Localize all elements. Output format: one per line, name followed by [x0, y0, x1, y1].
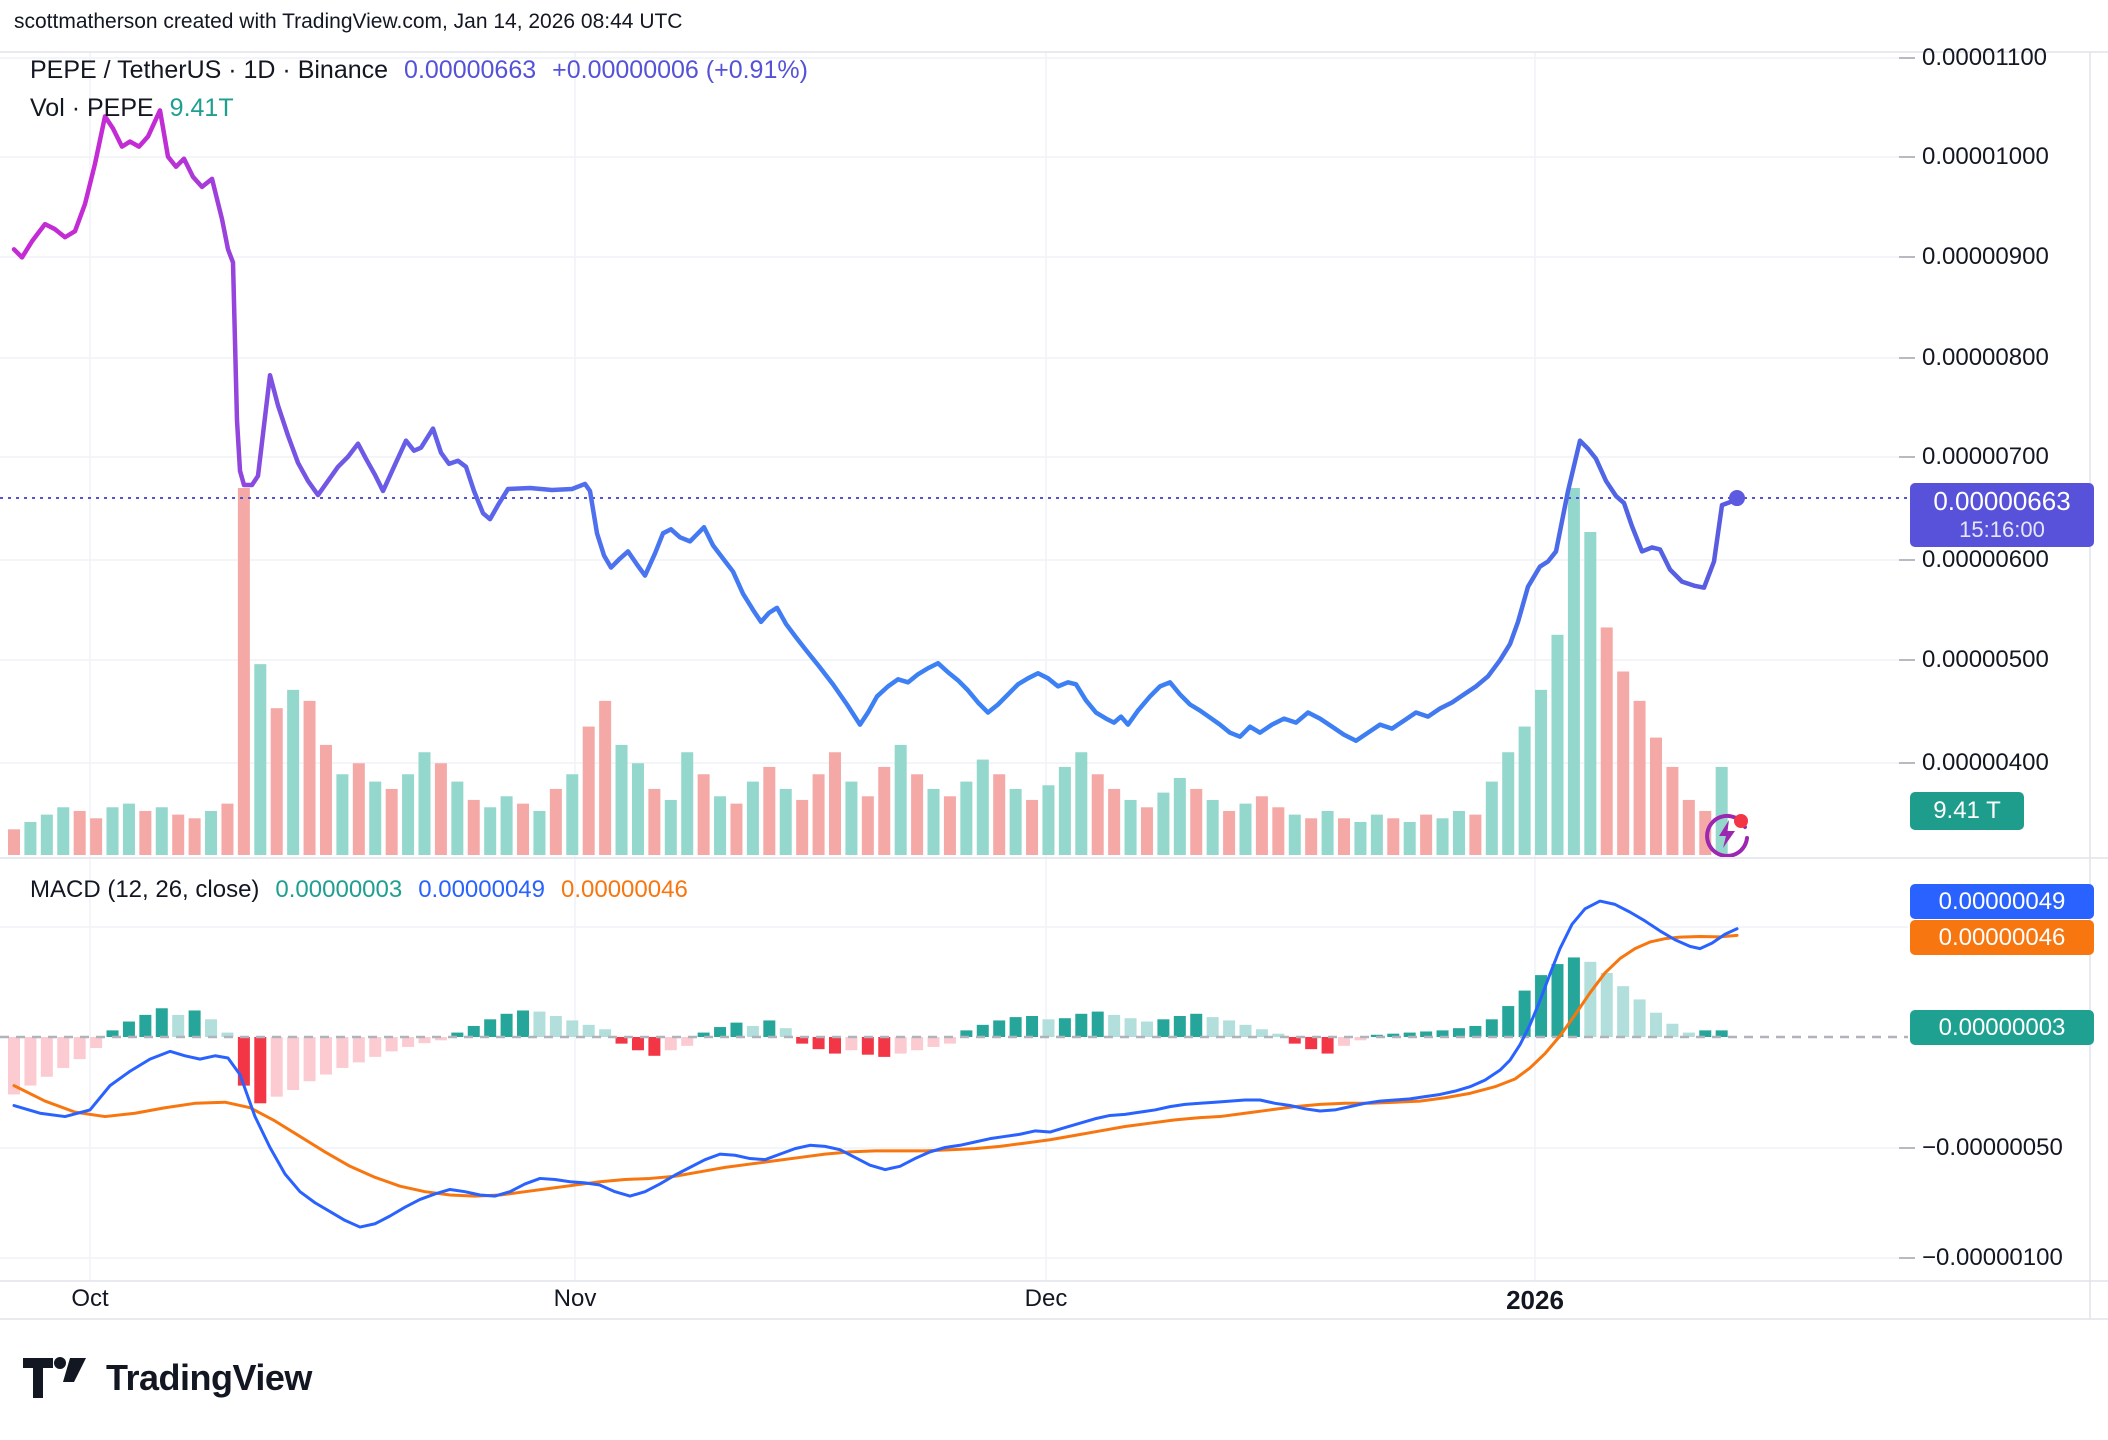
price-axis-label: 0.00000900 — [1922, 243, 2049, 270]
volume-value: 9.41T — [169, 94, 234, 122]
macd-hist-badge: 0.00000003 — [1910, 1010, 2094, 1045]
last-price-badge-value: 0.00000663 — [1933, 486, 2071, 517]
price-axis-label: 0.00001000 — [1922, 143, 2049, 170]
symbol-title[interactable]: PEPE / TetherUS · 1D · Binance — [30, 56, 389, 84]
tradingview-logo-icon — [23, 1357, 86, 1398]
symbol-legend: PEPE / TetherUS · 1D · Binance 0.0000066… — [30, 56, 808, 85]
last-price-badge: 0.00000663 15:16:00 — [1910, 483, 2094, 547]
time-axis-label: Dec — [1024, 1285, 1068, 1312]
symbol-change: +0.00000006 (+0.91%) — [552, 56, 808, 84]
macd-hist-value: 0.00000003 — [275, 876, 403, 903]
countdown-timer: 15:16:00 — [1959, 517, 2045, 543]
time-axis-label: 2026 — [1506, 1285, 1564, 1315]
flash-event-icon[interactable] — [1704, 811, 1750, 857]
attribution-text: scottmatherson created with TradingView.… — [14, 10, 683, 33]
price-axis-label: 0.00000400 — [1922, 749, 2049, 776]
price-axis-label: 0.00000800 — [1922, 344, 2049, 371]
macd-legend: MACD (12, 26, close) 0.00000003 0.000000… — [30, 876, 688, 904]
volume-label[interactable]: Vol · PEPE — [30, 94, 154, 122]
symbol-last-price: 0.00000663 — [404, 56, 537, 84]
macd-signal-value: 0.00000046 — [561, 876, 688, 903]
time-axis-label: Nov — [553, 1285, 597, 1312]
tradingview-logo-text: TradingView — [106, 1357, 312, 1398]
price-axis-label: 0.00000700 — [1922, 443, 2049, 470]
macd-axis-label: −0.00000050 — [1922, 1134, 2063, 1161]
macd-axis-label: −0.00000100 — [1922, 1244, 2063, 1271]
price-axis-label: 0.00000600 — [1922, 546, 2049, 573]
macd-indicator-label[interactable]: MACD (12, 26, close) — [30, 876, 260, 903]
macd-line-badge: 0.00000049 — [1910, 884, 2094, 919]
time-axis-label: Oct — [71, 1285, 109, 1312]
volume-legend: Vol · PEPE 9.41T — [30, 94, 234, 123]
tradingview-logo[interactable]: TradingView — [22, 1352, 312, 1404]
alert-dot — [1734, 814, 1748, 828]
price-axis-label: 0.00000500 — [1922, 646, 2049, 673]
macd-signal-badge: 0.00000046 — [1910, 920, 2094, 955]
macd-line-value: 0.00000049 — [418, 876, 545, 903]
volume-badge: 9.41 T — [1910, 792, 2024, 830]
price-axis-label: 0.00001100 — [1922, 44, 2048, 71]
